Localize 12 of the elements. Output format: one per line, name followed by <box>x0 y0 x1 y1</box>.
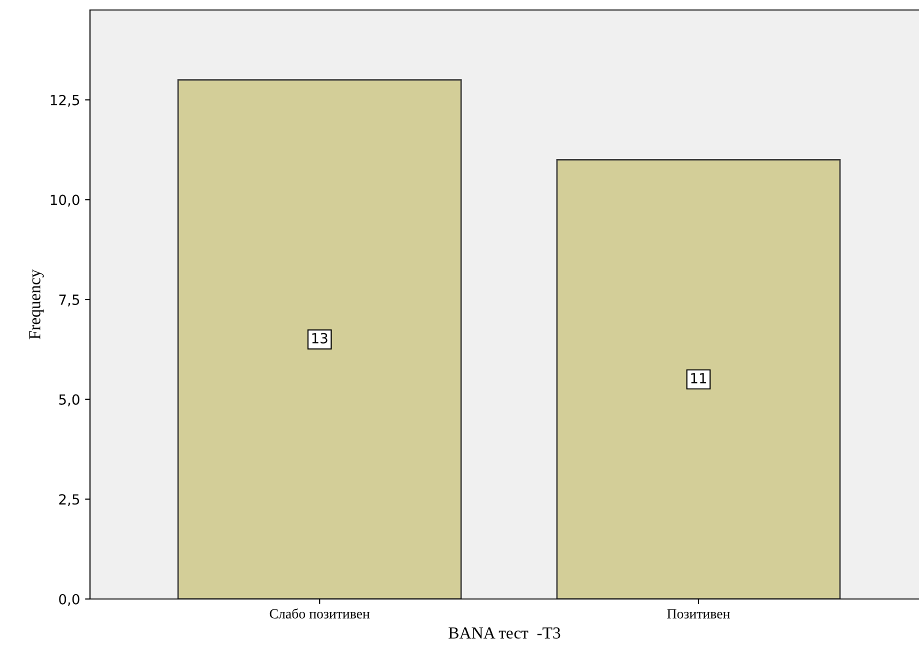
y-tick-label: 7,5 <box>59 294 80 306</box>
y-tick-label: 2,5 <box>59 494 80 506</box>
y-tick-label: 5,0 <box>59 394 80 406</box>
data-label: 11 <box>691 373 706 384</box>
data-label: 13 <box>312 332 328 344</box>
x-tick-label: Позитивен <box>667 609 730 618</box>
y-tick-label: 0,0 <box>59 594 80 606</box>
y-tick-label: 10,0 <box>50 194 80 207</box>
y-axis-title: Frequency <box>29 269 44 340</box>
x-tick-label: Слабо позитивен <box>270 608 370 618</box>
x-axis-title: BANA тест -T3 <box>448 627 560 639</box>
y-tick-label: 12,5 <box>50 94 80 107</box>
